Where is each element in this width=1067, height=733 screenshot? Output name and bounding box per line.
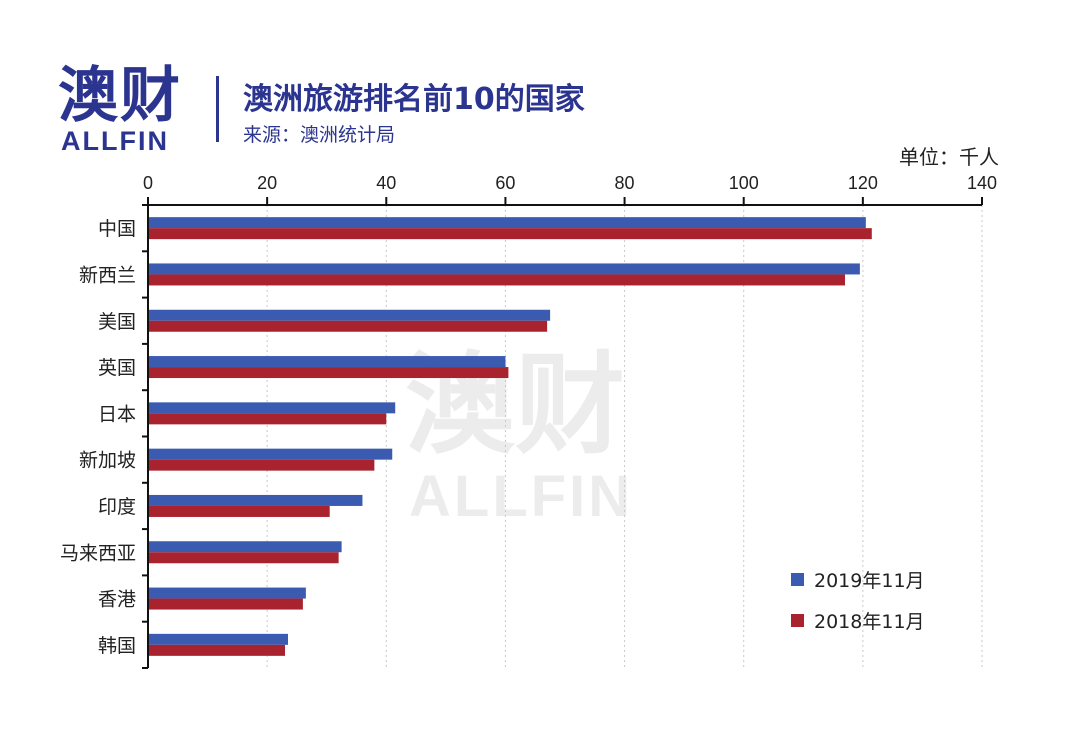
bar-2019 <box>149 633 288 645</box>
x-tick-label: 100 <box>729 173 759 193</box>
category-label: 香港 <box>98 589 136 611</box>
category-label: 美国 <box>98 311 136 333</box>
bar-2019 <box>149 494 363 506</box>
header-divider <box>216 76 219 142</box>
legend-label: 2018年11月 <box>814 611 925 633</box>
bar-2019 <box>149 448 393 460</box>
logo-chinese-text: 澳财 <box>58 61 182 131</box>
unit-label: 单位：千人 <box>899 145 999 169</box>
x-tick-label: 0 <box>143 173 153 193</box>
chart-source: 来源：澳洲统计局 <box>243 124 396 146</box>
bar-2018 <box>149 459 375 471</box>
bar-2019 <box>149 309 551 321</box>
allfin-logo: 澳财 ALLFIN <box>58 62 188 157</box>
x-tick-label: 60 <box>495 173 515 193</box>
bar-2018 <box>149 644 286 656</box>
bar-2019 <box>149 541 342 553</box>
bar-2018 <box>149 598 303 610</box>
category-label: 新加坡 <box>79 450 136 472</box>
legend-swatch <box>791 614 804 627</box>
bar-2018 <box>149 367 509 379</box>
x-tick-label: 140 <box>967 173 997 193</box>
bar-2018 <box>149 413 387 425</box>
category-label: 日本 <box>98 403 136 425</box>
bar-2019 <box>149 217 866 229</box>
bar-2019 <box>149 587 306 599</box>
x-tick-label: 80 <box>615 173 635 193</box>
logo-english-text: ALLFIN <box>61 126 169 156</box>
bar-2018 <box>149 505 330 517</box>
category-label: 马来西亚 <box>60 542 136 564</box>
category-label: 英国 <box>98 357 136 379</box>
bar-2018 <box>149 274 845 286</box>
bar-2018 <box>149 552 339 564</box>
bar-2019 <box>149 402 396 414</box>
category-label: 中国 <box>98 218 136 240</box>
x-tick-label: 40 <box>376 173 396 193</box>
chart-title: 澳洲旅游排名前10的国家 <box>243 82 585 117</box>
category-label: 印度 <box>98 496 136 518</box>
bar-2019 <box>149 356 506 368</box>
x-tick-label: 120 <box>848 173 878 193</box>
bar-2019 <box>149 263 860 275</box>
x-tick-label: 20 <box>257 173 277 193</box>
bar-2018 <box>149 320 548 332</box>
category-label: 韩国 <box>98 635 136 657</box>
legend-label: 2019年11月 <box>814 570 925 592</box>
category-label: 新西兰 <box>79 264 136 286</box>
legend-swatch <box>791 573 804 586</box>
bar-2018 <box>149 228 872 240</box>
